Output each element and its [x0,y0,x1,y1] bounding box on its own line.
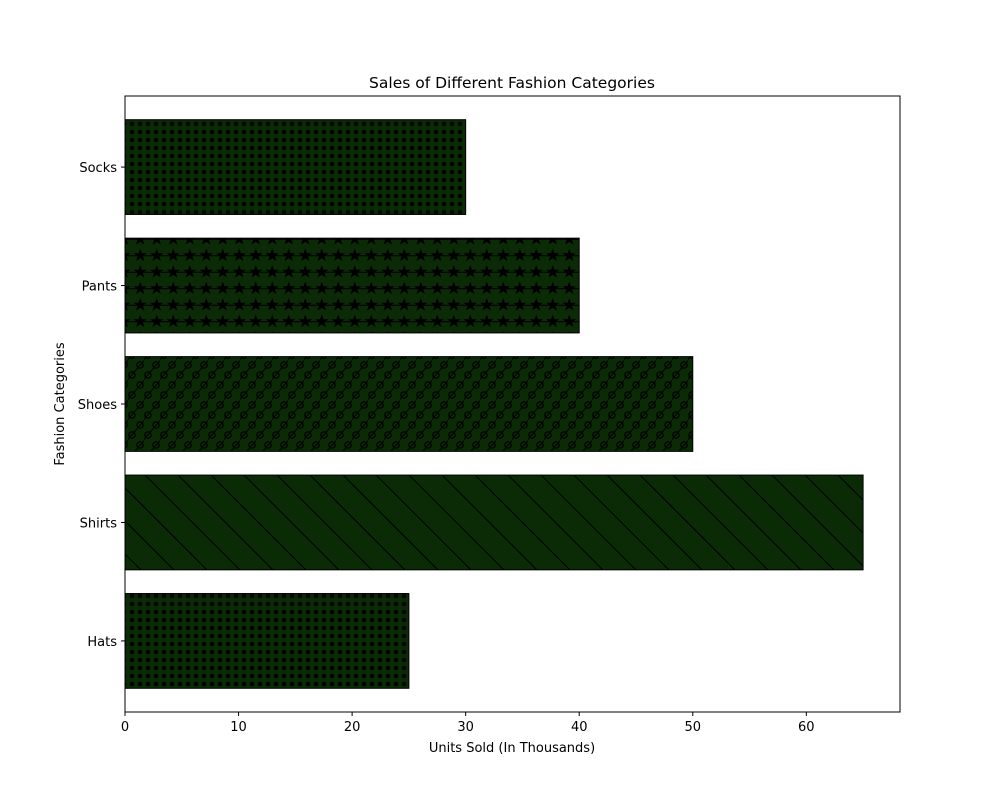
bar-shirts [124,474,864,571]
x-tick-label-30: 30 [457,720,474,735]
y-tick-label-socks: Socks [79,161,117,176]
bar-hats [124,593,410,689]
bar-shoes [124,356,694,452]
y-tick-label-pants: Pants [82,280,118,295]
x-tick-label-60: 60 [798,720,815,735]
y-axis-label: Fashion Categories [53,342,68,465]
x-tick-label-0: 0 [121,720,129,735]
chart-title: Sales of Different Fashion Categories [369,74,655,92]
bars-layer [124,119,864,689]
x-axis-ticks: 0 10 20 30 40 50 60 [121,712,815,735]
y-tick-label-shoes: Shoes [78,398,117,413]
x-axis-label: Units Sold (In Thousands) [429,741,595,756]
x-tick-label-40: 40 [571,720,588,735]
x-tick-label-50: 50 [684,720,701,735]
plot-frame [124,95,901,713]
x-tick-label-20: 20 [344,720,361,735]
y-tick-label-shirts: Shirts [80,516,118,531]
x-tick-label-10: 10 [230,720,247,735]
y-tick-label-hats: Hats [87,635,117,650]
y-axis-ticks: Hats Shirts Shoes Pants Socks [78,161,125,650]
bar-pants [124,237,580,334]
bar-socks [124,119,467,215]
